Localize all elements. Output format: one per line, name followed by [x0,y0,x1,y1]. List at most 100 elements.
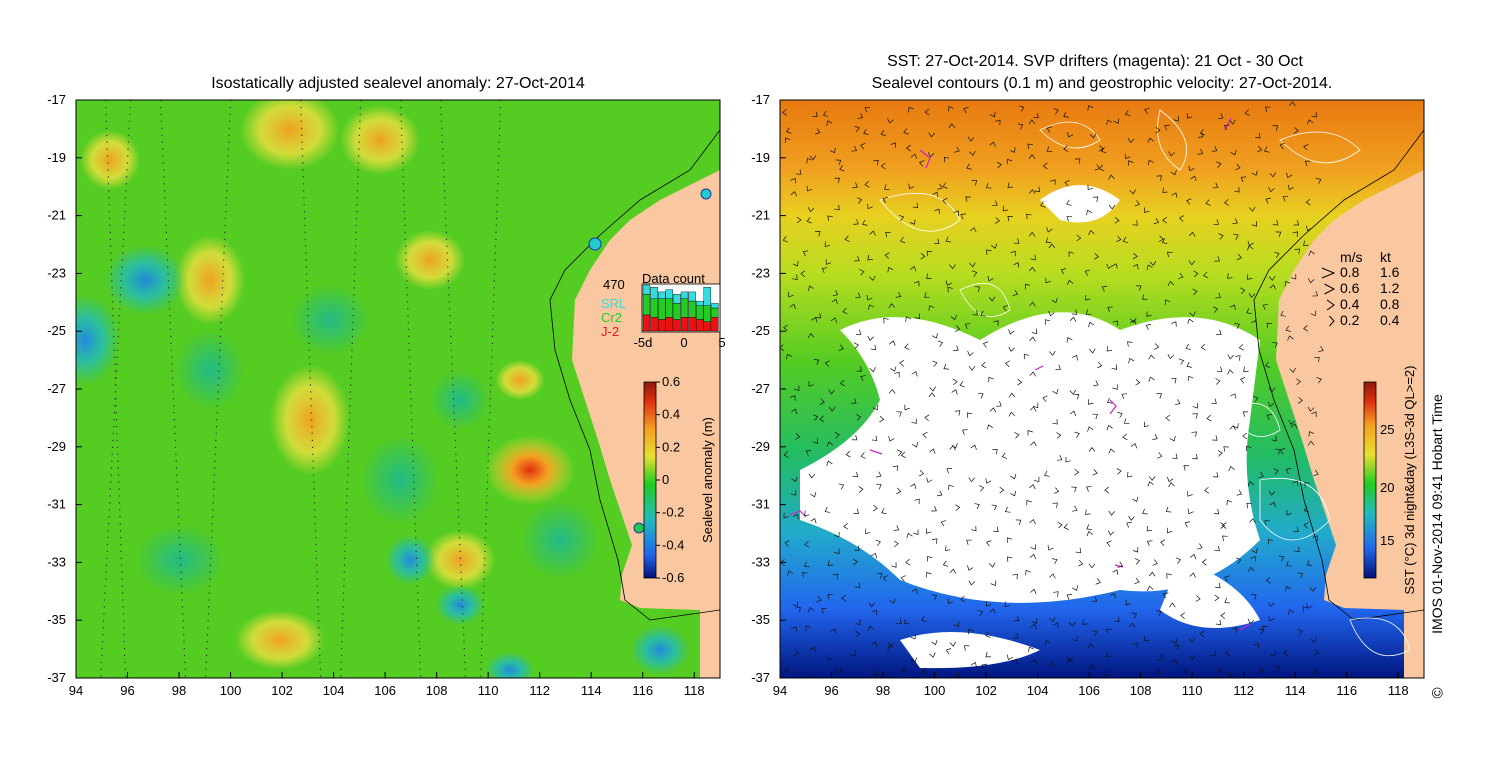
right-lat-tick: -17 [751,92,770,107]
isobath-left [549,129,720,621]
left-cb-tick: -0.6 [662,570,684,585]
footer-credit: IMOS 01-Nov-2014 09:41 Hobart Time [1429,394,1445,634]
count-bar-cr2 [665,298,673,318]
velocity-legend-arrow [1321,267,1336,279]
geostrophic-velocity-arrows [780,101,1324,678]
count-bar-cr2 [703,305,711,323]
count-bar-srl [650,287,658,299]
right-lon-tick: 98 [876,683,890,698]
left-lat-tick: -21 [47,208,66,223]
right-cb-tick-0: 25 [1380,422,1394,437]
velocity-kt: 0.4 [1380,312,1400,328]
count-bar-srl [665,289,673,300]
count-bar-srl [711,303,719,309]
right-lon-tick: 94 [773,683,787,698]
left-lon-tick: 108 [426,683,448,698]
left-lat-tick: -19 [47,150,66,165]
left-lat-tick: -35 [47,612,66,627]
legend-srl: SRL [601,296,626,311]
velocity-ms: 0.8 [1340,264,1360,280]
right-lon-axis: 94 96 98 100 102 104 106 108 110 112 114 116 118 [773,672,1409,698]
right-lon-tick: 112 [1233,683,1254,698]
left-lon-tick: 96 [120,683,134,698]
velocity-kt: 1.6 [1380,264,1400,280]
left-lon-tick: 106 [374,683,396,698]
velocity-ms: 0.2 [1340,312,1360,328]
left-lon-tick: 104 [323,683,345,698]
right-lon-tick: 106 [1078,683,1100,698]
left-lon-tick: 98 [172,683,186,698]
count-bar-srl [658,291,666,299]
count-bar-cr2 [711,307,719,318]
left-colorbar-label: Sealevel anomaly (m) [700,417,715,543]
velocity-kt: 0.8 [1380,296,1400,312]
right-lat-tick: -23 [751,265,770,280]
right-lat-tick: -21 [751,208,770,223]
left-lat-tick: -33 [47,554,66,569]
right-colorbar: 25 20 15 SST (°C) 3d night&day (L3S-3d Q… [1363,366,1417,595]
right-lon-tick: 104 [1027,683,1049,698]
count-bar-srl [680,291,689,299]
copyright-mark: © [1428,680,1448,700]
altimeter-tracks [100,100,502,677]
cloud-mask [800,312,1260,603]
left-lon-tick: 114 [581,683,602,698]
count-bar-cr2 [673,303,681,320]
sealevel-contours [879,109,1411,657]
left-lat-tick: -29 [47,439,66,454]
count-bar-srl [703,287,711,306]
copyright-symbol: © [1429,687,1447,699]
right-lon-tick: 118 [1388,683,1409,698]
left-colorbar-scale [643,381,657,579]
right-lon-tick: 116 [1336,683,1357,698]
velocity-legend-arrow [1329,315,1335,327]
right-lon-tick: 96 [824,683,838,698]
count-bar-cr2 [650,298,658,318]
velocity-ms: 0.4 [1340,296,1360,312]
right-colorbar-label: SST (°C) 3d night&day (L3S-3d QL>=2) [1402,366,1417,595]
right-lat-tick: -29 [751,439,770,454]
left-lat-tick: -25 [47,323,66,338]
svp-drifter-tracks [789,117,1251,631]
left-lon-tick: 112 [529,683,550,698]
sst-map: SST: 27-Oct-2014. SVP drifters (magenta)… [751,53,1425,698]
data-count-inset: Data count 470 SRL Cr2 J-2 -5d 0 5 [601,271,726,350]
count-bar-j2 [711,317,719,332]
count-bar-srl [696,300,704,306]
left-lat-tick: -27 [47,381,66,396]
left-lon-tick: 94 [69,683,83,698]
count-bar-j2 [658,319,666,332]
count-bar-j2 [688,317,696,332]
count-bar-j2 [665,317,673,332]
right-lon-tick: 108 [1130,683,1152,698]
right-lat-tick: -25 [751,323,770,338]
count-bar-srl [673,294,681,304]
right-lat-tick: -35 [751,612,770,627]
left-lon-tick: 110 [478,683,499,698]
right-lon-tick: 100 [924,683,946,698]
right-lat-tick: -33 [751,554,770,569]
count-bar-j2 [650,317,658,332]
right-lon-tick: 110 [1182,683,1203,698]
left-lat-tick: -37 [47,670,66,685]
right-lat-tick: -27 [751,381,770,396]
right-cb-tick-2: 15 [1380,533,1394,548]
velocity-header-ms: m/s [1340,249,1363,265]
velocity-legend-arrow [1324,283,1336,295]
count-tick-2: 5 [718,335,725,350]
left-lon-tick: 116 [632,683,653,698]
velocity-ms: 0.6 [1340,280,1360,296]
count-bar-j2 [680,317,689,332]
count-bar-srl [688,291,696,302]
count-bar-cr2 [696,305,704,320]
right-lon-tick: 114 [1285,683,1306,698]
right-lat-tick: -31 [751,497,770,512]
left-lon-tick: 118 [684,683,705,698]
count-bar-cr2 [658,298,666,320]
left-colorbar: 0.6 0.4 0.2 0 -0.2 -0.4 -0.6 Sealevel anomaly … [643,374,715,585]
left-lon-tick: 100 [220,683,242,698]
right-lat-tick: -37 [751,670,770,685]
isobath-right [1253,129,1424,621]
legend-cr2: Cr2 [601,310,622,325]
